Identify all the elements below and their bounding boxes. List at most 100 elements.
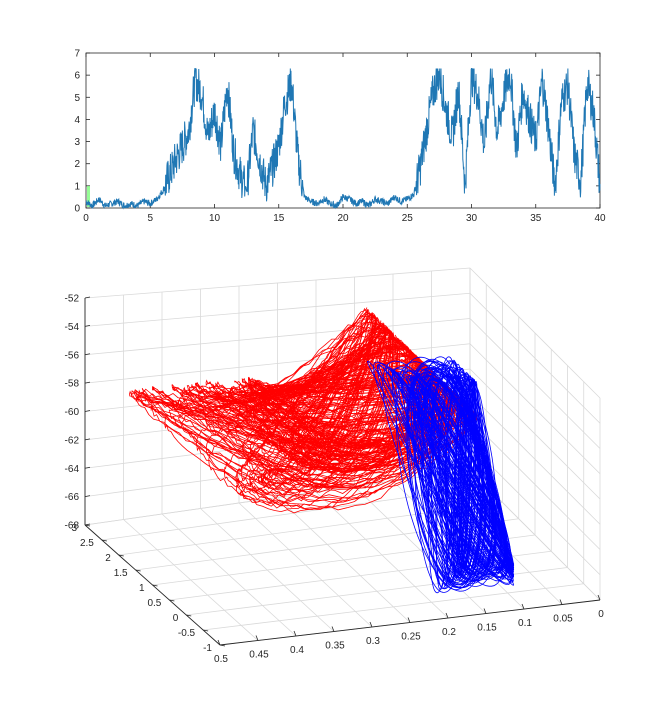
side-wall-grid-z bbox=[469, 368, 601, 500]
blue-loop bbox=[391, 366, 508, 582]
y-tick-label: 7 bbox=[74, 49, 80, 60]
y-tick bbox=[219, 644, 226, 647]
blue-loop bbox=[390, 369, 515, 578]
z-tick-label: -64 bbox=[65, 464, 80, 475]
x-tick bbox=[255, 635, 259, 641]
y-tick-labels: -1 -0.5 0 0.51 1.52 2.53 bbox=[71, 523, 212, 654]
red-loop bbox=[224, 314, 386, 510]
x-tick-label: 30 bbox=[466, 213, 478, 224]
red-loop bbox=[241, 314, 382, 501]
back-wall-grid-z bbox=[84, 292, 471, 327]
z-tick-label: -58 bbox=[65, 379, 80, 390]
blue-loop bbox=[367, 360, 514, 586]
y-tick bbox=[152, 584, 158, 587]
plot-area-box bbox=[85, 52, 601, 209]
x-tick-label: 0.4 bbox=[290, 645, 304, 656]
x-tick-label: 0.05 bbox=[553, 614, 573, 625]
side-wall-grid-z bbox=[469, 419, 601, 550]
blue-trajectory bbox=[367, 356, 515, 594]
blue-loop bbox=[377, 364, 514, 583]
blue-loop bbox=[436, 359, 458, 591]
blue-loop bbox=[373, 361, 512, 586]
x-tick-label: 35 bbox=[530, 213, 542, 224]
y-tick bbox=[203, 629, 209, 632]
red-loop bbox=[261, 313, 373, 486]
blue-loop bbox=[454, 377, 480, 574]
x-tick-label: 0.45 bbox=[249, 650, 269, 661]
y-tick-label: 3 bbox=[74, 137, 80, 148]
x-tick bbox=[521, 603, 525, 610]
y-tick-label: 2.5 bbox=[80, 538, 94, 549]
x-tick bbox=[559, 599, 563, 605]
y-tick-label: 0 bbox=[173, 613, 179, 624]
red-loop bbox=[212, 383, 460, 449]
z-tick-label: -54 bbox=[65, 322, 80, 333]
x-tick bbox=[407, 617, 411, 623]
blue-loop bbox=[382, 360, 504, 587]
z-tick-label: -68 bbox=[65, 521, 80, 532]
time-series-plot: 0 5 10 15 20 25 30 35 40 0 1 2 3 4 5 6 7 bbox=[74, 49, 606, 225]
z-tick bbox=[84, 296, 91, 299]
red-loop bbox=[261, 323, 394, 481]
start-marker bbox=[87, 186, 90, 207]
side-wall-grid-z bbox=[469, 292, 601, 424]
y-tick-label: 5 bbox=[74, 93, 80, 104]
x-tick-label: 25 bbox=[402, 213, 414, 224]
blue-loop bbox=[420, 374, 501, 575]
x-tick bbox=[217, 639, 221, 646]
x-tick bbox=[293, 630, 297, 637]
blue-loop bbox=[454, 375, 476, 575]
y-tick-label: 1 bbox=[139, 583, 145, 594]
x-tick bbox=[597, 594, 601, 601]
phase-space-3d-plot: -52-54-56-58-60-62-64-66-68 -1-0.500.511… bbox=[65, 267, 604, 665]
red-loop bbox=[264, 338, 413, 470]
z-tick-label: -62 bbox=[65, 435, 80, 446]
y-tick-label: 6 bbox=[74, 71, 80, 82]
x-tick-label: 0.15 bbox=[477, 623, 497, 634]
y-tick-label: 0 bbox=[74, 204, 80, 215]
y-tick-label: 4 bbox=[74, 115, 80, 126]
3d-axes bbox=[84, 296, 601, 647]
blue-loop bbox=[444, 374, 483, 576]
floor-grid-y bbox=[203, 583, 584, 631]
side-wall-grid-z bbox=[469, 267, 601, 399]
y-tick bbox=[84, 524, 91, 527]
back-wall-grid-z bbox=[84, 318, 471, 356]
blue-loop bbox=[388, 368, 514, 579]
x-tick bbox=[445, 612, 449, 619]
x-tick-label: 0 bbox=[598, 609, 604, 620]
y-tick-label: -0.5 bbox=[178, 628, 196, 639]
blue-loop bbox=[416, 368, 493, 581]
series-line bbox=[85, 68, 601, 210]
x-tick bbox=[369, 621, 373, 628]
y-tick-label: 2 bbox=[74, 159, 80, 170]
y-tick bbox=[135, 569, 141, 572]
y-tick bbox=[101, 539, 107, 542]
red-loop bbox=[314, 329, 390, 448]
y-tick bbox=[118, 554, 124, 557]
y-tick bbox=[169, 599, 175, 602]
blue-loop bbox=[407, 358, 482, 590]
x-tick-label: 15 bbox=[273, 213, 285, 224]
y-tick-label: 0.5 bbox=[147, 598, 161, 609]
red-loop bbox=[198, 379, 456, 468]
back-wall-grid-z bbox=[84, 267, 471, 299]
x-tick-label: 20 bbox=[337, 213, 349, 224]
back-wall-grid-z bbox=[84, 469, 471, 526]
z-tick-label: -52 bbox=[65, 294, 80, 305]
red-loop bbox=[244, 367, 444, 457]
z-tick bbox=[84, 410, 91, 412]
side-wall-grid-z bbox=[469, 393, 601, 525]
blue-loop bbox=[412, 378, 515, 571]
x-tick-label: 0.25 bbox=[401, 632, 421, 643]
y-tick-label: 3 bbox=[71, 523, 77, 534]
z-tick-labels: -52 -54 -56 -58 -60 -62 -64 -66 -68 bbox=[65, 294, 80, 532]
red-loop bbox=[260, 312, 374, 487]
y-tick-labels: 0 1 2 3 4 5 6 7 bbox=[74, 49, 80, 215]
x-tick-label: 0 bbox=[83, 213, 89, 224]
x-tick-label: 5 bbox=[147, 213, 153, 224]
z-tick bbox=[84, 438, 91, 441]
y-tick-label: 1.5 bbox=[114, 568, 128, 579]
y-tick bbox=[186, 614, 192, 617]
